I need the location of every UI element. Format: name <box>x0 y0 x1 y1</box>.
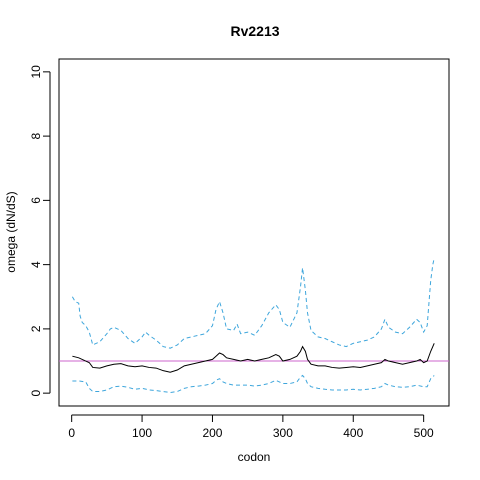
x-axis-label: codon <box>238 450 271 464</box>
y-tick-label: 6 <box>29 197 43 204</box>
x-tick-label: 0 <box>68 426 75 440</box>
y-tick-label: 4 <box>29 261 43 268</box>
axes: 0 100 200 300 400 500 0 2 4 6 8 10 <box>29 65 434 440</box>
series-layer <box>59 258 449 394</box>
y-tick-label: 2 <box>29 325 43 332</box>
series-estimate-line <box>72 343 435 373</box>
x-tick-label: 500 <box>414 426 434 440</box>
plot-frame <box>58 58 450 407</box>
y-tick-label: 0 <box>29 389 43 396</box>
y-tick-label: 8 <box>29 132 43 139</box>
x-tick-label: 400 <box>343 426 363 440</box>
x-tick-label: 300 <box>273 426 293 440</box>
series-upper-line <box>71 258 435 349</box>
y-tick-label: 10 <box>29 65 43 79</box>
chart-title: Rv2213 <box>230 23 279 39</box>
x-tick-label: 200 <box>202 426 222 440</box>
series-lower-line <box>72 374 435 394</box>
x-tick-label: 100 <box>132 426 152 440</box>
y-axis-label: omega (dN/dS) <box>4 191 18 272</box>
